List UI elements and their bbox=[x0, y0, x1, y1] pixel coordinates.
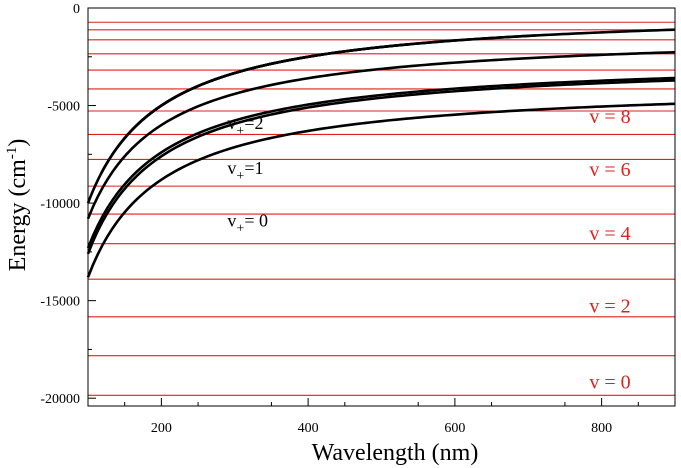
y-tick-label: -10000 bbox=[40, 197, 80, 212]
axis-ticks: 200 400 600 800 0 -5000 -10000 -15000 -20000 bbox=[40, 2, 639, 436]
x-tick-label: 600 bbox=[444, 421, 465, 436]
y-tick-label: -15000 bbox=[40, 295, 80, 310]
level-label-3: v = 6 bbox=[589, 159, 630, 181]
curve-label-base: v bbox=[227, 158, 236, 178]
level-label-0: v = 0 bbox=[589, 371, 630, 393]
curve-6 bbox=[86, 76, 676, 249]
level-label-1: v = 2 bbox=[589, 295, 630, 317]
y-axis-label: Energy (cm-1) bbox=[4, 139, 31, 272]
curve-3 bbox=[116, 34, 536, 149]
x-tick-label: 800 bbox=[591, 421, 612, 436]
red-level-lines bbox=[88, 21, 675, 396]
level-label-4: v = 8 bbox=[589, 106, 630, 128]
curve-7 bbox=[86, 79, 676, 255]
curve-label-base: v bbox=[227, 113, 236, 133]
x-tick-label: 400 bbox=[298, 421, 319, 436]
curve-label-rest: = 0 bbox=[244, 211, 268, 231]
curve-1 bbox=[86, 53, 323, 204]
y-axis-label-main: Energy (cm bbox=[5, 159, 31, 272]
curve-5 bbox=[86, 50, 676, 220]
plot-frame bbox=[87, 7, 676, 407]
curve-label-rest: =2 bbox=[244, 113, 263, 133]
curve-4 bbox=[137, 28, 676, 126]
x-tick-label: 200 bbox=[151, 421, 172, 436]
x-axis-label: Wavelength (nm) bbox=[312, 440, 479, 466]
curve-label-base: v bbox=[227, 211, 236, 231]
y-tick-label: -5000 bbox=[47, 100, 80, 115]
curve-8 bbox=[86, 102, 676, 278]
curve-label-1: v+=1 bbox=[227, 158, 263, 184]
curve-labels: v+=2v+=1v+= 0 bbox=[227, 113, 268, 237]
y-tick-label: 0 bbox=[73, 2, 80, 17]
curve-label-0: v+=2 bbox=[227, 113, 263, 139]
curve-2 bbox=[100, 42, 411, 174]
curve-label-sub: + bbox=[236, 169, 244, 184]
curve-label-rest: =1 bbox=[244, 158, 263, 178]
y-axis-label-sup: -1 bbox=[4, 147, 20, 160]
level-label-2: v = 4 bbox=[589, 223, 630, 245]
curve-label-sub: + bbox=[236, 222, 244, 237]
y-axis-label-close: ) bbox=[5, 139, 31, 147]
curve-label-2: v+= 0 bbox=[227, 211, 268, 237]
level-labels: v = 0 v = 2 v = 4 v = 6 v = 8 bbox=[589, 106, 630, 393]
curve-label-sub: + bbox=[236, 124, 244, 139]
y-tick-label: -20000 bbox=[40, 392, 80, 407]
black-curves bbox=[86, 28, 676, 278]
